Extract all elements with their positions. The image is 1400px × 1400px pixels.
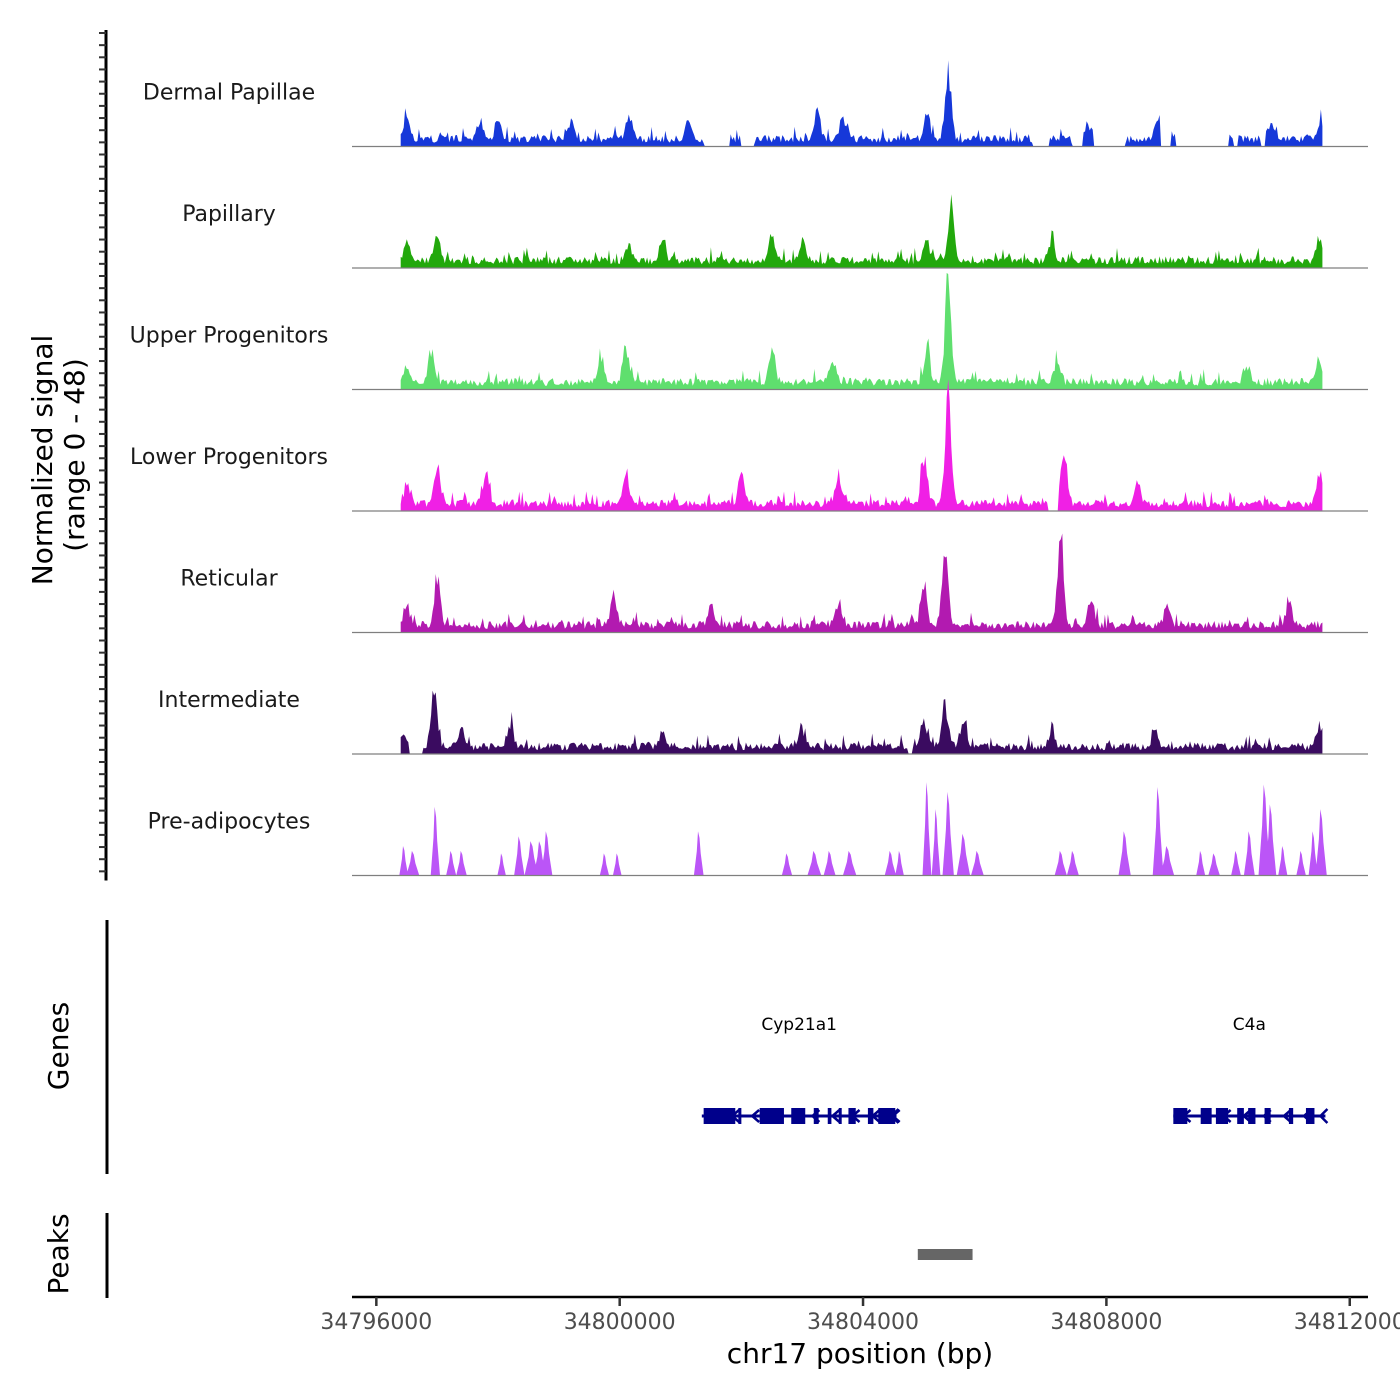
track-label: Intermediate [158,688,300,713]
y-axis-ticks [99,30,108,881]
gene-exon [827,1108,832,1124]
genes-track: Genes Cyp21a1 C4a [42,920,1329,1174]
strand-arrow [1281,1109,1292,1123]
x-axis-title: chr17 position (bp) [727,1337,993,1370]
track-intermediate: Intermediate [158,688,1368,755]
track-label: Pre-adipocytes [148,810,311,835]
gene-exon [1288,1108,1294,1124]
peaks-track: Peaks [42,1213,973,1298]
peak-region [917,1249,973,1260]
gene-exon [1248,1108,1256,1124]
track-label: Upper Progenitors [130,324,329,349]
track-dermal-papillae: Dermal Papillae [143,60,1368,148]
gene-label: Cyp21a1 [761,1015,837,1035]
track-label: Lower Progenitors [130,445,328,470]
track-papillary: Papillary [182,194,1368,269]
peaks-track-title: Peaks [42,1213,75,1294]
gene-exon [1237,1108,1244,1124]
y-axis-title-line2: (range 0 - 48) [58,358,91,552]
coverage-area [400,272,1323,390]
track-label: Reticular [180,567,278,592]
gene-cyp21a1: Cyp21a1 [701,1015,901,1124]
strand-arrow [1318,1108,1329,1124]
gene-c4a: C4a [1173,1015,1329,1124]
coverage-area [400,690,1323,754]
x-axis: chr17 position (bp) 34796000 34800000 3480… [320,1295,1400,1370]
gene-exon [838,1108,842,1124]
coverage-area [400,379,1323,511]
track-reticular: Reticular [180,533,1368,634]
track-label: Dermal Papillae [143,81,315,106]
track-pre-adipocytes: Pre-adipocytes [148,782,1368,877]
x-tick-label: 34812000 [1294,1310,1400,1335]
x-tick-label: 34804000 [807,1310,919,1335]
track-lower-progenitors: Lower Progenitors [130,379,1368,512]
gene-exon [1200,1108,1212,1124]
track-label: Papillary [182,202,276,227]
gene-exon [1264,1108,1271,1124]
coverage-area [400,533,1323,633]
gene-exon [1305,1108,1315,1124]
gene-exon [1173,1108,1188,1124]
genes-track-title: Genes [42,1002,75,1090]
track-upper-progenitors: Upper Progenitors [130,272,1368,391]
gene-exon [878,1108,896,1124]
gene-exon [867,1108,874,1124]
strand-arrow [750,1109,760,1123]
gene-exon [848,1108,856,1124]
y-axis-title: Normalized signal (range 0 - 48) [26,335,91,586]
strand-arrow [889,1108,900,1124]
coverage-area [400,60,1323,147]
coverage-tracks: Dermal Papillae Papillary Upper Progenitor… [130,60,1368,877]
gene-exon [759,1108,784,1124]
coverage-area [399,782,1327,876]
coverage-area [400,194,1323,268]
gene-label: C4a [1233,1015,1266,1035]
gene-exon [738,1108,742,1124]
gene-exon [1215,1108,1229,1124]
x-tick-label: 34800000 [564,1310,676,1335]
gene-exon [813,1108,819,1124]
y-axis-title-line1: Normalized signal [26,335,59,586]
gene-exon [791,1108,806,1124]
strand-arrow [830,1109,841,1123]
x-tick-label: 34808000 [1050,1310,1162,1335]
x-tick-label: 34796000 [320,1310,432,1335]
gene-exon [703,1108,736,1124]
